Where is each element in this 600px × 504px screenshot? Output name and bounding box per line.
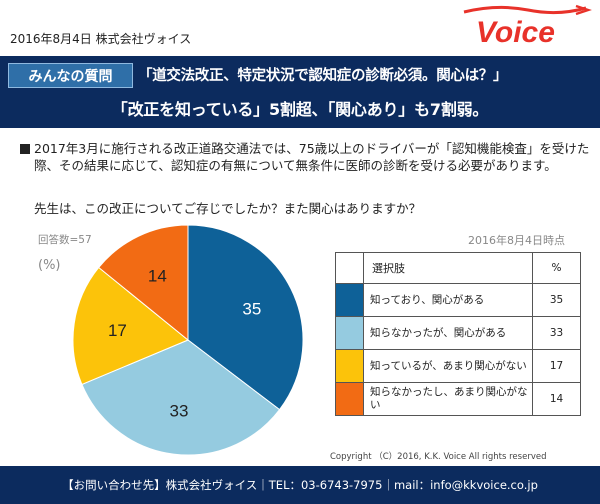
legend-row: 知らなかったが、関心がある 33 xyxy=(335,316,581,350)
contact-info: 【お問い合わせ先】株式会社ヴォイス｜TEL：03-6743-7975｜mail：… xyxy=(62,478,538,492)
voice-logo: Voice xyxy=(463,4,592,48)
survey-question: 先生は、この改正についてご存じでしたか？また関心はありますか？ xyxy=(34,201,422,216)
legend-row: 知らなかったし、あまり関心がない 14 xyxy=(335,382,581,416)
pie-chart: 35 33 17 14 xyxy=(72,224,304,456)
legend-header-row: 選択肢 % xyxy=(335,252,581,284)
legend-swatch xyxy=(335,316,364,350)
legend-row: 知っており、関心がある 35 xyxy=(335,283,581,317)
legend-label: 知っており、関心がある xyxy=(363,283,533,317)
pie-label-4: 14 xyxy=(148,267,167,286)
headline-result: 「改正を知っている」5割超、「関心あり」も7割弱。 xyxy=(111,100,489,119)
legend-header-value: % xyxy=(532,252,581,284)
logo-swoosh xyxy=(463,5,587,15)
pie-slice-2 xyxy=(81,339,281,456)
intro-text: 2017年3月に施行される改正道路交通法では、75歳以上のドライバーが「認知機能… xyxy=(20,140,590,174)
legend-header-label: 選択肢 xyxy=(363,252,533,284)
copyright: Copyright （C）2016, K.K. Voice All rights… xyxy=(330,452,547,462)
pie-slice-1 xyxy=(187,224,304,411)
legend-swatch xyxy=(335,349,364,383)
title-banner: みんなの質問 「道交法改正、特定状況で認知症の診断必須。関心は？」 「改正を知っ… xyxy=(0,56,600,128)
date-company: 2016年8月4日 株式会社ヴォイス xyxy=(10,32,192,46)
pie-label-2: 33 xyxy=(170,402,189,421)
legend-value: 33 xyxy=(532,316,581,350)
category-tag: みんなの質問 xyxy=(8,63,133,88)
legend-value: 35 xyxy=(532,283,581,317)
pie-slice-4 xyxy=(98,224,189,342)
legend-swatch xyxy=(335,382,364,416)
top-bar: 2016年8月4日 株式会社ヴォイス Voice xyxy=(0,0,600,54)
pie-label-1: 35 xyxy=(242,299,261,318)
logo-text: Voice xyxy=(476,16,555,48)
legend-label: 知っているが、あまり関心がない xyxy=(363,349,533,383)
headline-question: 「道交法改正、特定状況で認知症の診断必須。関心は？」 xyxy=(138,68,508,84)
as-of-date: 2016年8月4日時点 xyxy=(468,234,565,247)
legend-swatch xyxy=(335,283,364,317)
unit-label: (%) xyxy=(38,258,61,273)
legend-label: 知らなかったが、関心がある xyxy=(363,316,533,350)
legend-row: 知っているが、あまり関心がない 17 xyxy=(335,349,581,383)
pie-slice-3 xyxy=(72,266,189,386)
respondent-count: 回答数=57 xyxy=(38,234,92,246)
square-bullet-icon xyxy=(20,144,30,154)
legend-label: 知らなかったし、あまり関心がない xyxy=(363,382,533,416)
contact-footer: 【お問い合わせ先】株式会社ヴォイス｜TEL：03-6743-7975｜mail：… xyxy=(0,466,600,504)
legend-header-swatch xyxy=(335,252,364,284)
logo-swoosh-right xyxy=(575,4,592,16)
pie-label-3: 17 xyxy=(108,321,127,340)
legend-value: 17 xyxy=(532,349,581,383)
legend-value: 14 xyxy=(532,382,581,416)
legend-table: 選択肢 % 知っており、関心がある 35 知らなかったが、関心がある 33 知っているが… xyxy=(335,252,581,416)
intro-paragraph: 2017年3月に施行される改正道路交通法では、75歳以上のドライバーが「認知機能… xyxy=(34,141,590,173)
